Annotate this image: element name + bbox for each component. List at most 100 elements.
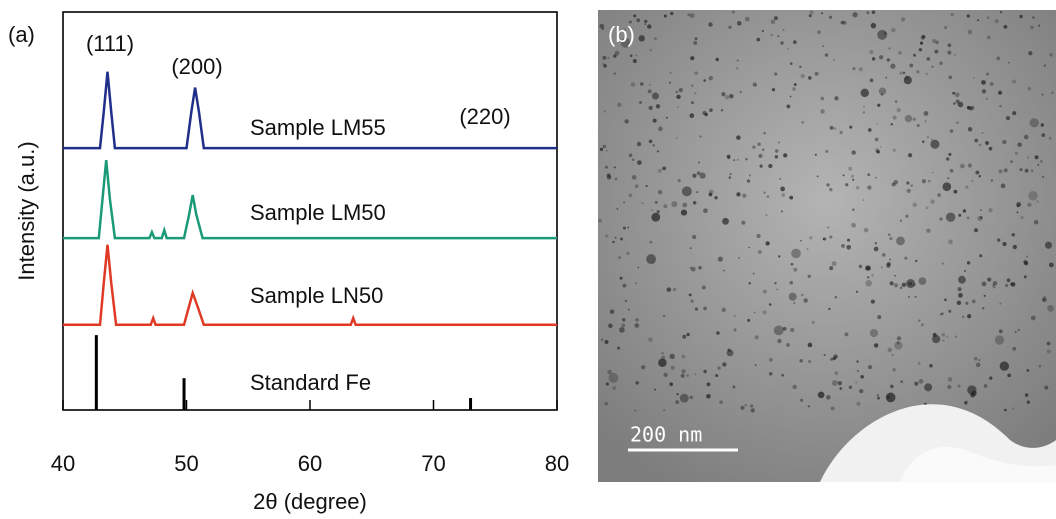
particle [985, 141, 989, 145]
particle [839, 130, 843, 135]
particle [750, 408, 755, 413]
particle [934, 49, 939, 54]
particle [668, 81, 671, 84]
particle [852, 67, 856, 71]
particle [877, 29, 888, 40]
particle [974, 138, 979, 143]
particle [765, 214, 768, 217]
particle [948, 152, 952, 156]
particle [994, 335, 1005, 345]
y-axis-label: Intensity (a.u.) [14, 141, 39, 280]
particle [900, 380, 903, 384]
particle [956, 300, 962, 306]
particle [904, 256, 908, 260]
particle [877, 315, 882, 320]
particle [699, 172, 706, 179]
particle [856, 401, 861, 406]
particle [831, 261, 837, 267]
particle [780, 210, 783, 213]
particle [768, 357, 773, 362]
particle [912, 202, 917, 208]
particle [941, 312, 944, 315]
particle [921, 179, 926, 184]
particle [932, 334, 941, 344]
particle [848, 385, 853, 390]
particle [1027, 202, 1032, 207]
particle [886, 261, 891, 267]
particle [967, 29, 973, 35]
particle [698, 161, 700, 164]
particle [851, 150, 856, 155]
particle [820, 96, 825, 101]
particle [820, 109, 825, 114]
particle [1025, 255, 1028, 258]
particle [632, 59, 637, 64]
particle [846, 244, 852, 250]
particle [614, 177, 618, 181]
particle [1017, 328, 1021, 332]
particle [771, 88, 776, 92]
particle [779, 178, 782, 180]
particle [1023, 134, 1029, 140]
particle [878, 55, 884, 60]
particle [636, 18, 641, 23]
particle [736, 21, 742, 26]
particle [1048, 262, 1054, 268]
particle [867, 185, 872, 190]
particle [803, 298, 808, 303]
particle [966, 106, 970, 110]
particle [690, 56, 695, 61]
particle [1010, 160, 1013, 164]
particle [681, 369, 686, 374]
particle [742, 193, 747, 198]
particle [698, 266, 702, 270]
particle [689, 247, 692, 250]
particle [975, 170, 980, 175]
particle [605, 149, 608, 152]
particle [761, 29, 764, 33]
particle [892, 368, 896, 372]
particle [930, 139, 940, 149]
particle [694, 92, 697, 95]
particle [956, 121, 959, 124]
particle [658, 358, 667, 368]
particle [599, 147, 604, 152]
particle [890, 384, 894, 389]
particle [656, 150, 660, 153]
particle [999, 302, 1002, 305]
particle [1034, 155, 1039, 160]
particle [744, 16, 750, 22]
particle [859, 388, 864, 394]
particle [728, 176, 732, 179]
particle [840, 243, 845, 248]
particle [669, 11, 674, 16]
particle [868, 128, 872, 132]
particle [789, 62, 793, 65]
particle [941, 262, 944, 265]
particle [663, 204, 668, 209]
particle [842, 174, 845, 177]
particle [702, 110, 707, 116]
particle [875, 148, 880, 153]
particle [740, 405, 745, 410]
particle [871, 273, 874, 277]
particle [793, 301, 796, 305]
particle [708, 192, 713, 197]
particle [852, 208, 855, 212]
particle [1002, 139, 1007, 145]
particle [699, 135, 702, 138]
particle [834, 296, 838, 299]
particle [964, 269, 966, 272]
particle [898, 51, 902, 55]
particle [736, 135, 741, 140]
particle [809, 10, 814, 15]
particle [954, 92, 960, 98]
particle [790, 327, 795, 333]
particle [622, 226, 626, 230]
particle [651, 92, 659, 100]
particle [930, 138, 933, 141]
particle [786, 47, 789, 50]
particle [792, 40, 797, 44]
particle [641, 365, 646, 370]
particle [692, 173, 697, 178]
